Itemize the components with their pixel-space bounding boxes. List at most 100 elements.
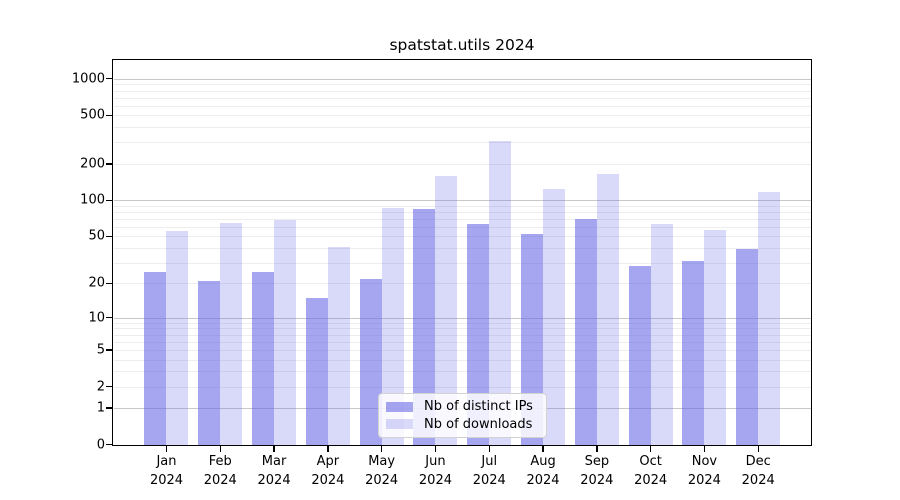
- legend-label-distinct-ips: Nb of distinct IPs: [424, 399, 533, 415]
- legend-item-downloads: Nb of downloads: [386, 417, 538, 432]
- y-tick-100: [105, 199, 113, 201]
- x-tick-label-feb: Feb 2024: [188, 452, 252, 490]
- x-label-month: Aug: [530, 454, 556, 469]
- x-tick-jun: [434, 446, 437, 452]
- y-tick-0: [105, 444, 113, 446]
- x-label-month: Dec: [745, 454, 771, 469]
- gridline-minor-7: [113, 334, 811, 336]
- y-tick-label-0: 0: [96, 437, 105, 453]
- y-tick-label-20: 20: [88, 275, 105, 291]
- x-tick-feb: [219, 446, 221, 452]
- x-tick-label-jun: Jun 2024: [403, 452, 467, 490]
- bar-downloads-feb: [220, 222, 243, 446]
- bar-downloads-mar: [274, 220, 297, 446]
- x-label-year: 2024: [311, 473, 345, 488]
- x-label-year: 2024: [634, 473, 668, 488]
- legend-label-downloads: Nb of downloads: [424, 416, 533, 432]
- y-tick-label-5: 5: [96, 342, 105, 358]
- gridline-minor-6: [113, 341, 811, 343]
- x-tick-nov: [703, 446, 706, 452]
- gridline-minor-900: [113, 84, 811, 86]
- x-tick-label-dec: Dec 2024: [726, 452, 790, 490]
- x-tick-label-mar: Mar 2024: [242, 452, 306, 490]
- x-tick-label-nov: Nov 2024: [672, 452, 736, 490]
- y-tick-10: [105, 317, 113, 319]
- gridline-minor-4: [113, 359, 811, 361]
- gridline-minor-20: [113, 283, 811, 285]
- x-tick-label-oct: Oct 2024: [619, 452, 683, 490]
- y-tick-20: [105, 282, 113, 285]
- bar-distinct-ips-mar: [252, 272, 275, 446]
- bar-downloads-nov: [704, 229, 727, 446]
- y-tick-label-1: 1: [96, 400, 105, 416]
- gridline-minor-8: [113, 328, 811, 330]
- x-label-month: Sep: [584, 454, 610, 469]
- x-label-month: Mar: [261, 454, 287, 469]
- chart-title: spatstat.utils 2024: [389, 36, 535, 54]
- y-tick-50: [105, 235, 113, 238]
- gridline-minor-3: [113, 371, 811, 373]
- gridline-minor-200: [113, 163, 811, 165]
- x-tick-aug: [542, 446, 544, 452]
- gridline-minor-50: [113, 236, 811, 238]
- x-tick-oct: [649, 446, 652, 452]
- y-tick-5: [105, 349, 113, 351]
- x-label-year: 2024: [687, 473, 721, 488]
- x-label-year: 2024: [526, 473, 560, 488]
- bar-distinct-ips-feb: [198, 281, 221, 446]
- x-tick-label-jul: Jul 2024: [457, 452, 521, 490]
- gridline-minor-800: [113, 90, 811, 92]
- y-tick-label-100: 100: [80, 192, 105, 208]
- legend-swatch-distinct-ips: [386, 401, 413, 412]
- y-tick-label-1000: 1000: [71, 71, 105, 87]
- y-tick-label-50: 50: [88, 228, 105, 244]
- bar-distinct-ips-oct: [628, 266, 651, 446]
- bar-distinct-ips-dec: [736, 249, 759, 446]
- gridline-minor-40: [113, 248, 811, 250]
- x-label-year: 2024: [741, 473, 775, 488]
- x-tick-dec: [757, 446, 759, 452]
- bar-downloads-oct: [650, 224, 673, 446]
- bar-downloads-aug: [543, 188, 566, 446]
- y-tick-500: [105, 114, 113, 117]
- bar-downloads-sep: [596, 173, 619, 446]
- x-label-month: Nov: [691, 454, 718, 469]
- x-tick-sep: [596, 446, 598, 452]
- y-tick-200: [105, 163, 113, 165]
- y-tick-label-2: 2: [96, 379, 105, 395]
- x-tick-may: [380, 446, 383, 452]
- bar-distinct-ips-sep: [574, 218, 597, 446]
- bar-downloads-jul: [489, 140, 512, 446]
- x-label-year: 2024: [365, 473, 399, 488]
- bar-downloads-jan: [166, 230, 189, 446]
- gridline-major-10: [113, 317, 811, 319]
- x-tick-label-may: May 2024: [350, 452, 414, 490]
- x-label-year: 2024: [149, 473, 184, 488]
- y-tick-1: [105, 407, 113, 409]
- x-label-month: Jan: [156, 454, 177, 469]
- x-tick-mar: [273, 446, 275, 452]
- y-tick-label-200: 200: [80, 156, 105, 172]
- gridline-minor-300: [113, 142, 811, 144]
- x-label-year: 2024: [472, 473, 506, 488]
- x-tick-label-sep: Sep 2024: [565, 452, 629, 490]
- gridline-minor-9: [113, 322, 811, 324]
- bar-downloads-apr: [327, 246, 350, 446]
- gridline-minor-70: [113, 218, 811, 220]
- gridline-minor-80: [113, 211, 811, 213]
- x-label-month: Apr: [316, 454, 340, 469]
- bar-distinct-ips-apr: [305, 297, 328, 446]
- x-tick-label-jan: Jan 2024: [134, 452, 198, 490]
- x-label-year: 2024: [418, 473, 452, 488]
- y-tick-label-500: 500: [80, 107, 105, 123]
- y-tick-2: [105, 385, 113, 388]
- legend-item-distinct-ips: Nb of distinct IPs: [386, 399, 538, 414]
- gridline-minor-30: [113, 262, 811, 264]
- gridline-minor-600: [113, 105, 811, 107]
- legend: Nb of distinct IPs Nb of downloads: [378, 393, 547, 438]
- gridline-minor-60: [113, 226, 811, 228]
- bar-distinct-ips-jan: [144, 272, 167, 446]
- x-tick-apr: [327, 446, 329, 452]
- bar-distinct-ips-may: [359, 278, 382, 446]
